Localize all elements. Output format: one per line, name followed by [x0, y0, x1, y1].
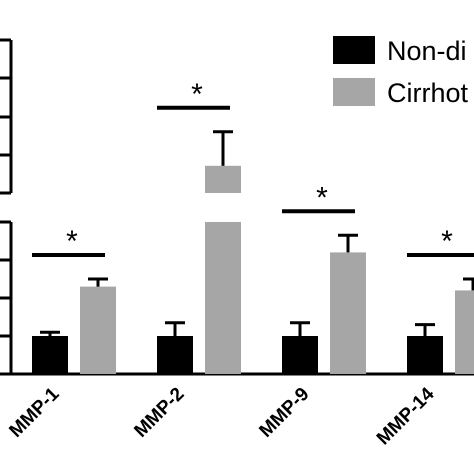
bar-non-di	[282, 336, 318, 374]
bar-non-di	[407, 336, 443, 374]
legend-swatch	[333, 36, 375, 64]
significance-star: *	[316, 181, 328, 214]
bar-non-di	[32, 336, 68, 374]
bar-non-di	[157, 336, 193, 374]
x-tick-label: MMP-14	[373, 383, 439, 449]
significance-star: *	[191, 78, 203, 111]
bar-cirrhot	[330, 252, 366, 374]
significance-star: *	[66, 225, 78, 258]
bar-cirrhot	[80, 286, 116, 374]
legend-swatch	[333, 78, 375, 106]
legend-label: Non-di	[387, 36, 467, 66]
bar-cirrhot-upper	[205, 165, 241, 193]
significance-star: *	[441, 225, 453, 258]
bar-cirrhot	[455, 290, 474, 374]
legend-label: Cirrhot	[387, 78, 469, 108]
x-tick-label: MMP-9	[255, 384, 313, 442]
bar-cirrhot	[205, 222, 241, 374]
x-tick-label: MMP-2	[130, 384, 188, 442]
x-tick-label: MMP-1	[5, 383, 63, 441]
